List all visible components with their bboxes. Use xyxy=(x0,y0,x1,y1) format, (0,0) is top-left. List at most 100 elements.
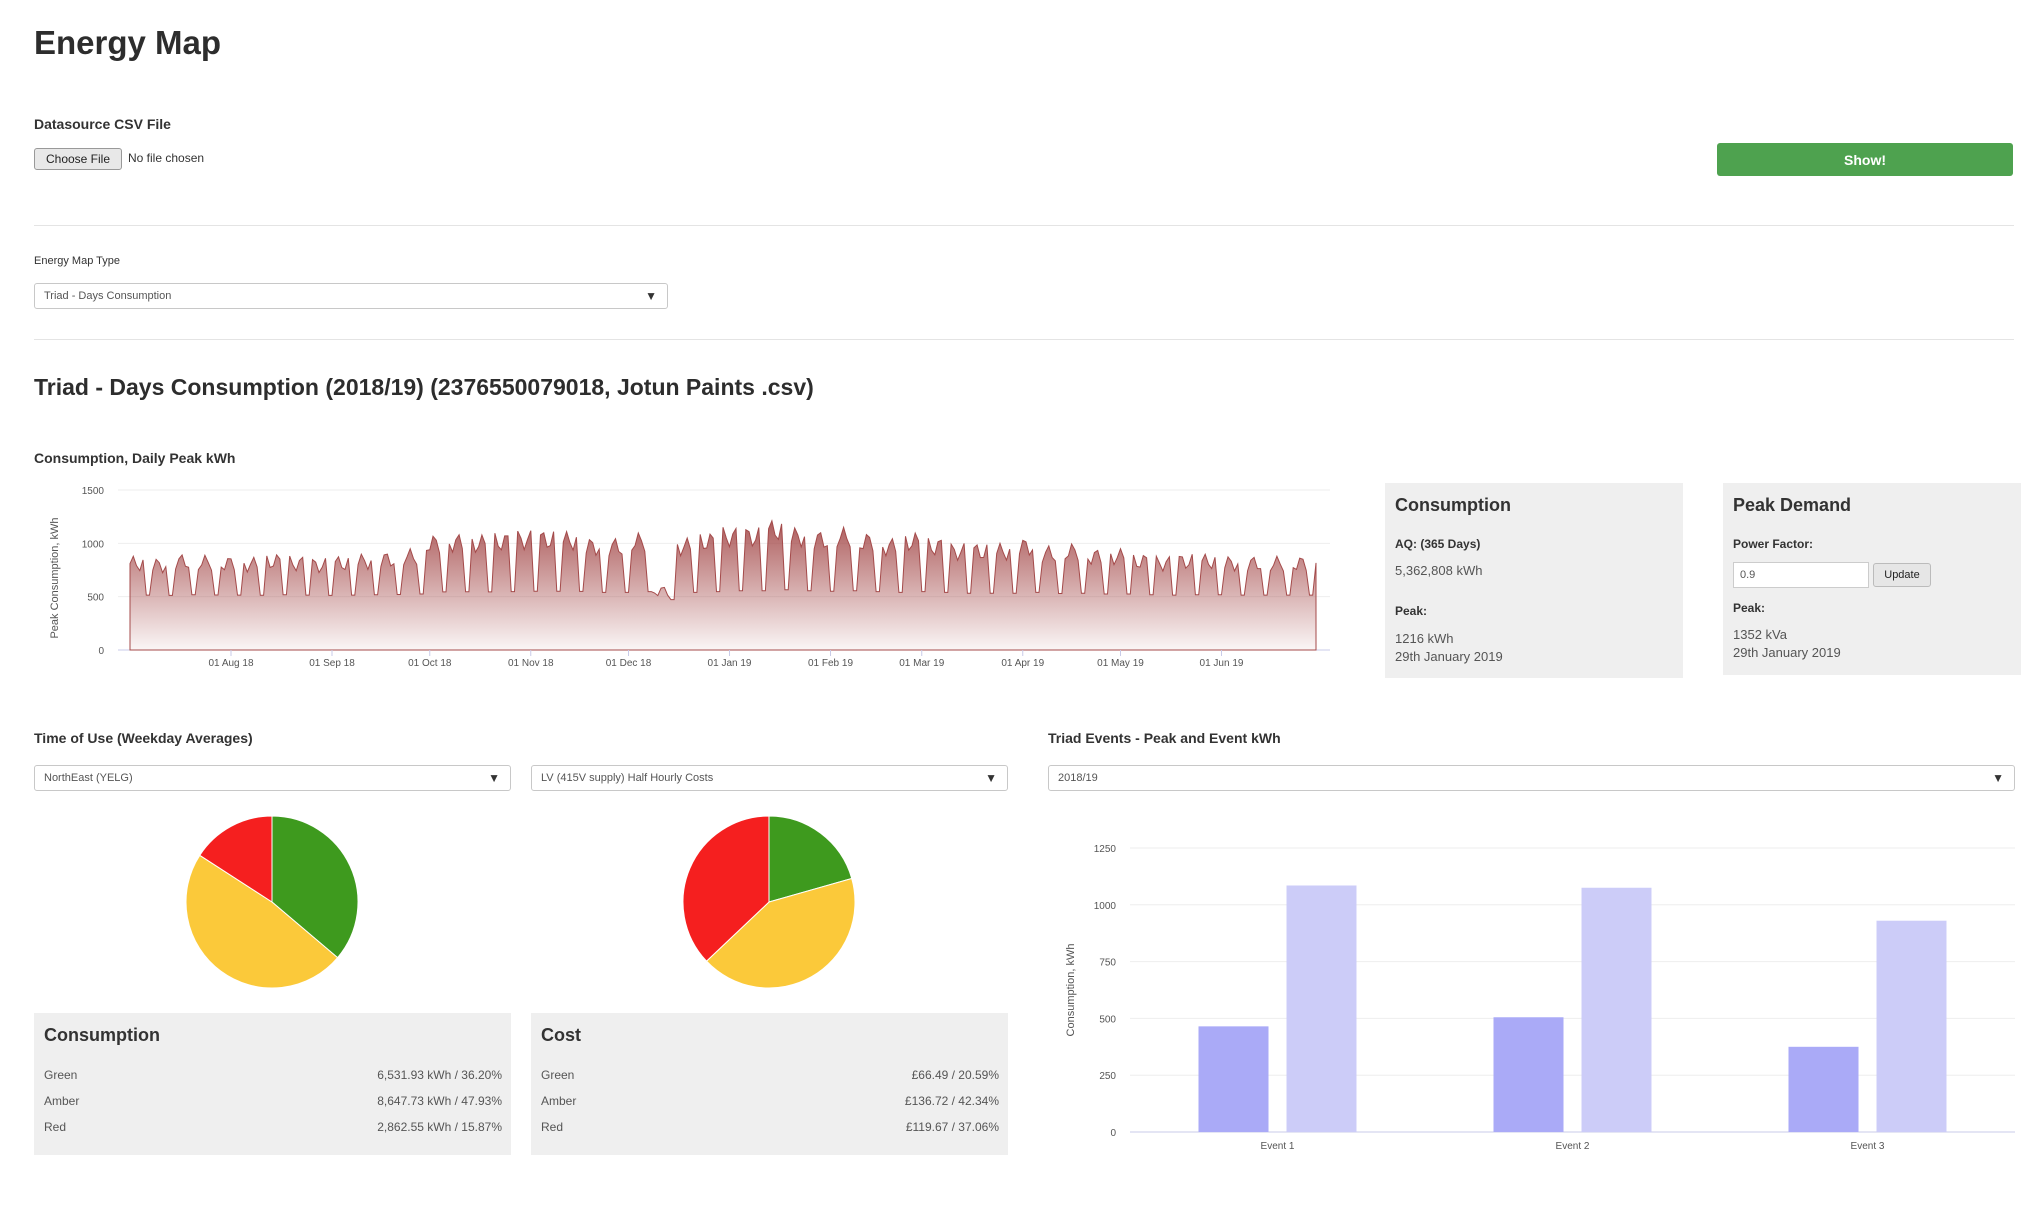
power-factor-input[interactable] xyxy=(1733,562,1869,588)
tou-cost-row-red: Red £119.67 / 37.06% xyxy=(541,1120,999,1134)
row-value: 6,531.93 kWh / 36.20% xyxy=(377,1068,502,1082)
row-label: Green xyxy=(44,1068,78,1082)
aq-label: AQ: (365 Days) xyxy=(1395,537,1481,551)
x-tick-label: 01 Mar 19 xyxy=(899,658,944,669)
bar-event-2-s1 xyxy=(1493,1017,1564,1132)
x-tick-label: 01 Aug 18 xyxy=(208,658,253,669)
datasource-label: Datasource CSV File xyxy=(34,116,171,132)
x-tick-label: 01 Sep 18 xyxy=(309,658,355,669)
tou-consumption-row-green: Green 6,531.93 kWh / 36.20% xyxy=(44,1068,502,1082)
row-value: £66.49 / 20.59% xyxy=(911,1068,999,1082)
main-heading: Triad - Days Consumption (2018/19) (2376… xyxy=(34,374,814,400)
x-tick-label: 01 Nov 18 xyxy=(508,658,554,669)
y-tick-label: 500 xyxy=(1099,1014,1116,1025)
y-tick-label: 1500 xyxy=(82,486,105,497)
row-value: 2,862.55 kWh / 15.87% xyxy=(377,1120,502,1134)
y-tick-label: 0 xyxy=(98,646,104,657)
x-tick-label: 01 Apr 19 xyxy=(1001,658,1044,669)
update-button[interactable]: Update xyxy=(1873,563,1931,587)
row-label: Amber xyxy=(541,1094,577,1108)
x-tick-label: 01 Feb 19 xyxy=(808,658,853,669)
row-label: Green xyxy=(541,1068,575,1082)
tou-cost-panel: Cost Green £66.49 / 20.59% Amber £136.72 /… xyxy=(531,1013,1008,1155)
pie-slice-amber xyxy=(185,854,339,989)
peak-demand-title: Peak Demand xyxy=(1733,495,1852,515)
consumption-panel-title: Consumption xyxy=(1395,495,1511,515)
peak-date: 29th January 2019 xyxy=(1395,649,1503,664)
dropdown-arrow-icon: ▼ xyxy=(488,771,500,785)
y-tick-label: 250 xyxy=(1099,1071,1116,1082)
pie-slice-red xyxy=(199,815,273,903)
y-tick-label: 1250 xyxy=(1094,844,1117,855)
bar-event-1-s2 xyxy=(1286,885,1357,1132)
row-value: 8,647.73 kWh / 47.93% xyxy=(377,1094,502,1108)
consumption-line-chart: 0 500 1000 1500 01 Aug 18 01 Sep 18 01 Oct 18 0… xyxy=(49,486,1330,669)
tou-cost-row-amber: Amber £136.72 / 42.34% xyxy=(541,1094,999,1108)
x-tick-label: 01 Jun 19 xyxy=(1200,658,1244,669)
triad-y-axis-label: Consumption, kWh xyxy=(1065,944,1077,1037)
consumption-chart-title: Consumption, Daily Peak kWh xyxy=(34,450,236,466)
file-status: No file chosen xyxy=(128,151,205,165)
x-tick-label: Event 1 xyxy=(1261,1141,1295,1152)
peak-demand-peak-label: Peak: xyxy=(1733,601,1766,615)
triad-year-select[interactable]: 2018/19 ▼ xyxy=(1048,765,2015,791)
peak-demand-value: 1352 kVa xyxy=(1733,627,1787,642)
peak-value: 1216 kWh xyxy=(1395,631,1454,646)
power-factor-label: Power Factor: xyxy=(1733,537,1814,551)
row-label: Red xyxy=(44,1120,67,1134)
x-tick-label: Event 2 xyxy=(1556,1141,1590,1152)
triad-events-title: Triad Events - Peak and Event kWh xyxy=(1048,730,1281,746)
dropdown-arrow-icon: ▼ xyxy=(1992,771,2004,785)
consumption-y-axis-label: Peak Consumption, kWh xyxy=(49,517,61,638)
dropdown-arrow-icon: ▼ xyxy=(985,771,997,785)
y-tick-label: 1000 xyxy=(82,539,105,550)
y-tick-label: 0 xyxy=(1110,1128,1116,1139)
tariff-select[interactable]: LV (415V supply) Half Hourly Costs ▼ xyxy=(531,765,1008,791)
y-tick-label: 750 xyxy=(1099,958,1116,969)
bar-event-1-s1 xyxy=(1198,1026,1269,1132)
triad-year-value: 2018/19 xyxy=(1058,772,1098,784)
energy-map-type-select[interactable]: Triad - Days Consumption ▼ xyxy=(34,283,668,309)
region-select[interactable]: NorthEast (YELG) ▼ xyxy=(34,765,511,791)
consumption-pie-chart xyxy=(185,815,359,989)
peak-demand-date: 29th January 2019 xyxy=(1733,645,1841,660)
tou-consumption-row-amber: Amber 8,647.73 kWh / 47.93% xyxy=(44,1094,502,1108)
divider xyxy=(34,225,2014,226)
choose-file-button[interactable]: Choose File xyxy=(34,148,122,170)
row-label: Amber xyxy=(44,1094,80,1108)
tou-consumption-row-red: Red 2,862.55 kWh / 15.87% xyxy=(44,1120,502,1134)
pie-slice-green xyxy=(768,815,853,903)
y-tick-label: 500 xyxy=(87,593,104,604)
x-tick-label: Event 3 xyxy=(1851,1141,1885,1152)
consumption-summary-panel: Consumption AQ: (365 Days) 5,362,808 kWh… xyxy=(1385,483,1683,678)
y-tick-label: 1000 xyxy=(1094,901,1117,912)
cost-pie-chart xyxy=(682,815,856,989)
tariff-select-value: LV (415V supply) Half Hourly Costs xyxy=(541,772,714,784)
bar-event-2-s2 xyxy=(1581,887,1652,1132)
x-tick-label: 01 Dec 18 xyxy=(606,658,652,669)
consumption-area-series xyxy=(129,519,1317,651)
row-value: £119.67 / 37.06% xyxy=(905,1120,999,1134)
tou-cost-row-green: Green £66.49 / 20.59% xyxy=(541,1068,999,1082)
x-tick-label: 01 Jan 19 xyxy=(708,658,752,669)
dropdown-arrow-icon: ▼ xyxy=(645,289,657,303)
peak-label: Peak: xyxy=(1395,604,1428,618)
row-value: £136.72 / 42.34% xyxy=(904,1094,999,1108)
tou-consumption-title: Consumption xyxy=(44,1025,160,1045)
row-label: Red xyxy=(541,1120,564,1134)
aq-value: 5,362,808 kWh xyxy=(1395,563,1483,578)
divider xyxy=(34,339,2014,340)
bar-event-3-s2 xyxy=(1876,920,1947,1132)
tou-cost-title: Cost xyxy=(541,1025,581,1045)
pie-slice-red xyxy=(682,815,770,962)
show-button[interactable]: Show! xyxy=(1717,143,2013,176)
peak-demand-panel: Peak Demand Power Factor: Update Peak: 1… xyxy=(1723,483,2021,675)
time-of-use-title: Time of Use (Weekday Averages) xyxy=(34,730,253,746)
bar-event-3-s1 xyxy=(1788,1046,1859,1132)
energy-map-type-label: Energy Map Type xyxy=(34,255,121,267)
x-tick-label: 01 May 19 xyxy=(1097,658,1144,669)
tou-consumption-panel: Consumption Green 6,531.93 kWh / 36.20% A… xyxy=(34,1013,511,1155)
pie-slice-green xyxy=(271,815,359,959)
pie-slice-amber xyxy=(705,877,856,989)
